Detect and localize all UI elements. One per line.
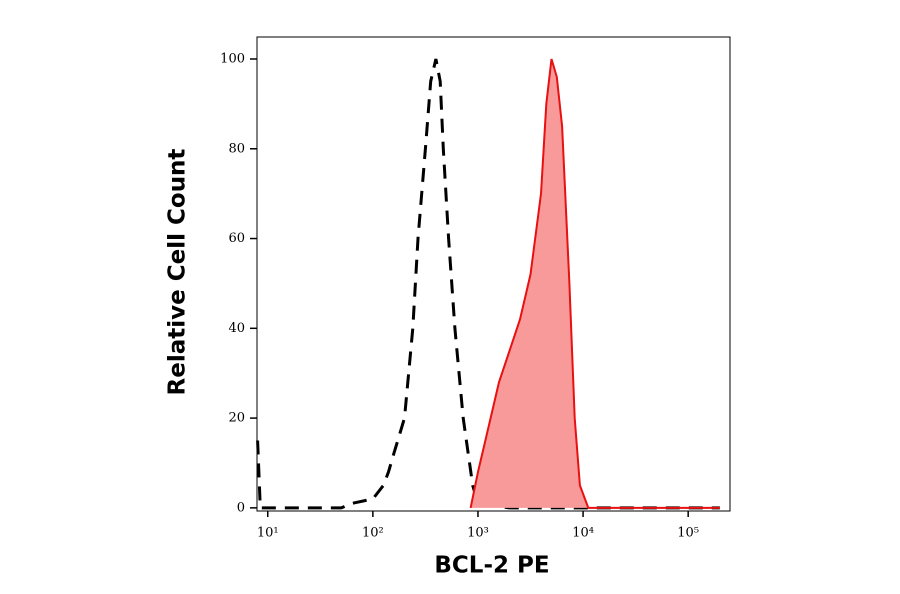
y-axis-title: Relative Cell Count: [165, 149, 191, 396]
y-tick-label: 100: [220, 51, 245, 66]
x-tick-label: 10³: [467, 526, 489, 541]
y-tick-label: 60: [228, 231, 245, 246]
x-tick-label: 10⁴: [572, 526, 594, 541]
line: [256, 58, 720, 510]
x-tick-label: 10¹: [257, 526, 279, 541]
x-tick-label: 10²: [362, 526, 384, 541]
plot-frame: [256, 36, 731, 512]
y-tick-label: 80: [228, 141, 245, 156]
x-tick-label: 10⁵: [677, 526, 699, 541]
line: [469, 58, 720, 509]
y-tick-label: 0: [237, 500, 245, 515]
x-axis-title: BCL-2 PE: [434, 553, 549, 579]
area: [470, 59, 720, 508]
y-tick-label: 40: [228, 321, 245, 336]
y-tick-label: 20: [228, 411, 245, 426]
